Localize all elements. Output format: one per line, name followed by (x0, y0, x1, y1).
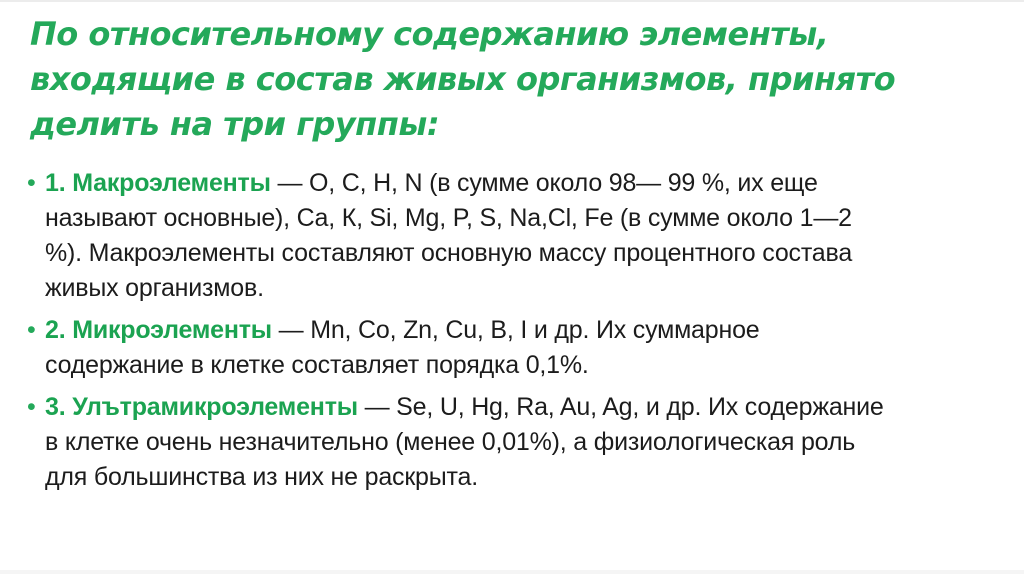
bullet-dot-icon: • (27, 316, 36, 344)
bullet-item-macroelements: • 1. Макроэлементы — O, C, H, N (в сумме … (27, 166, 885, 306)
bullet-list: • 1. Макроэлементы — O, C, H, N (в сумме … (27, 166, 885, 495)
bullet-dot-icon: • (27, 393, 36, 421)
bullet-item-microelements: • 2. Микроэлементы — Mn, Co, Zn, Cu, B, I… (27, 313, 885, 383)
bullet-dot-icon: • (27, 169, 36, 197)
bullet-text: — Mn, Co, Zn, Cu, B, I и др. Их суммарно… (45, 316, 760, 379)
bullet-text: — Se, U, Hg, Ra, Au, Ag, и др. Их содерж… (45, 393, 884, 491)
bullet-label: 2. Микроэлементы (45, 316, 272, 344)
bullet-text: — O, C, H, N (в сумме около 98— 99 %, их… (45, 169, 853, 302)
bullet-item-ultramicroelements: • 3. Улътрамикроэлементы — Se, U, Hg, Ra,… (27, 390, 885, 495)
bullet-label: 1. Макроэлементы (45, 169, 271, 197)
slide-title: По относительному содержанию элементы, в… (30, 15, 896, 143)
bullet-label: 3. Улътрамикроэлементы (45, 393, 358, 421)
